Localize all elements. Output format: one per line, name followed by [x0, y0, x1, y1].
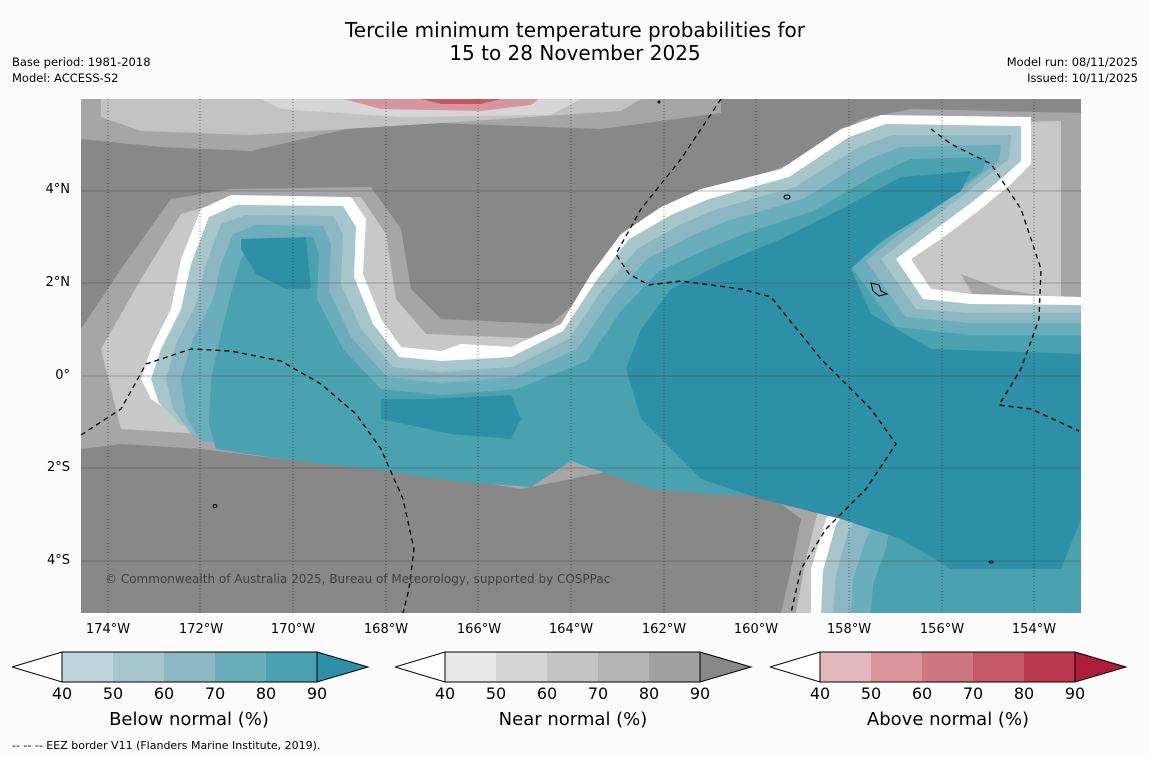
model-name: Model: ACCESS-S2 — [12, 71, 119, 85]
meta-left: Base period: 1981-2018 Model: ACCESS-S2 — [12, 54, 151, 86]
colorbar-below-normal-swatches — [10, 651, 370, 683]
chart-title-line1: Tercile minimum temperature probabilitie… — [344, 18, 806, 42]
lon-label-156w: 156°W — [919, 622, 965, 637]
lon-label-174w: 174°W — [85, 622, 131, 637]
tick: 70 — [587, 684, 609, 703]
eez-footnote: -- -- -- EEZ border V11 (Flanders Marine… — [12, 739, 321, 752]
colorbar-swatch — [699, 651, 753, 683]
colorbar-swatch — [820, 652, 871, 682]
colorbar-label-below: Below normal (%) — [109, 709, 269, 730]
lon-label-162w: 162°W — [641, 622, 687, 637]
lon-label-168w: 168°W — [363, 622, 409, 637]
chart-title-line2: 15 to 28 November 2025 — [449, 41, 701, 65]
colorbar-swatch — [316, 651, 370, 683]
latitude-gridlines — [81, 190, 1081, 562]
colorbar-swatch — [266, 652, 317, 682]
colorbar-label-near: Near normal (%) — [498, 709, 648, 730]
tick: 90 — [1064, 684, 1086, 703]
tick: 50 — [102, 684, 124, 703]
lon-label-172w: 172°W — [178, 622, 224, 637]
colorbar-swatch — [1024, 652, 1075, 682]
tick: 70 — [204, 684, 226, 703]
lon-label-154w: 154°W — [1011, 622, 1057, 637]
colorbar-near-normal: 40 50 60 70 80 90 Near normal (%) — [393, 651, 755, 730]
tick: 40 — [51, 684, 73, 703]
colorbar-swatch — [973, 652, 1024, 682]
tick: 40 — [809, 684, 831, 703]
tick: 80 — [1013, 684, 1035, 703]
below-normal-90-west — [241, 237, 311, 289]
tick: 60 — [153, 684, 175, 703]
colorbar-swatch — [496, 652, 547, 682]
tick: 80 — [638, 684, 660, 703]
colorbar-swatch — [164, 652, 215, 682]
base-period: Base period: 1981-2018 — [12, 55, 151, 69]
above-normal-top-core — [421, 99, 501, 104]
issued-date: Issued: 10/11/2025 — [1027, 71, 1138, 85]
lon-label-160w: 160°W — [733, 622, 779, 637]
colorbar-swatch — [1074, 651, 1128, 683]
colorbar-swatch — [445, 652, 496, 682]
lon-label-158w: 158°W — [826, 622, 872, 637]
colorbar-label-above: Above normal (%) — [866, 709, 1030, 730]
islands — [212, 100, 994, 564]
tick: 50 — [860, 684, 882, 703]
tick: 40 — [434, 684, 456, 703]
lon-label-164w: 164°W — [548, 622, 594, 637]
lat-label-2n: 2°N — [45, 275, 71, 290]
above-normal-top — [343, 99, 539, 111]
lat-label-4s: 4°S — [46, 553, 70, 568]
below-normal-90-center — [381, 395, 521, 439]
tick: 70 — [962, 684, 984, 703]
colorbar-swatch — [62, 652, 113, 682]
colorbar-near-normal-swatches — [393, 651, 753, 683]
colorbar-swatch — [649, 652, 700, 682]
tick: 90 — [689, 684, 711, 703]
colorbar-swatch — [871, 652, 922, 682]
tick: 60 — [536, 684, 558, 703]
colorbar-swatch — [547, 652, 598, 682]
colorbar-swatch — [922, 652, 973, 682]
copyright-text: © Commonwealth of Australia 2025, Bureau… — [105, 572, 611, 586]
probability-map — [81, 99, 1081, 613]
meta-right: Model run: 08/11/2025 Issued: 10/11/2025 — [1007, 54, 1138, 86]
colorbar-swatch — [113, 652, 164, 682]
lon-label-170w: 170°W — [270, 622, 316, 637]
tick: 60 — [911, 684, 933, 703]
lat-label-0: 0° — [55, 368, 70, 383]
tick: 90 — [306, 684, 328, 703]
lon-label-166w: 166°W — [456, 622, 502, 637]
colorbar-swatch — [598, 652, 649, 682]
lat-label-2s: 2°S — [46, 460, 70, 475]
tick: 80 — [255, 684, 277, 703]
tick: 50 — [485, 684, 507, 703]
below-normal-90-east — [626, 171, 1081, 569]
colorbar-above-normal: 40 50 60 70 80 90 Above normal (%) — [768, 651, 1130, 730]
colorbar-above-normal-swatches — [768, 651, 1128, 683]
model-run: Model run: 08/11/2025 — [1006, 55, 1138, 69]
eez-borders — [81, 99, 1080, 613]
colorbar-swatch — [215, 652, 266, 682]
lat-label-4n: 4°N — [45, 182, 71, 197]
colorbar-below-normal: 40 50 60 70 80 90 Below normal (%) — [10, 651, 372, 730]
